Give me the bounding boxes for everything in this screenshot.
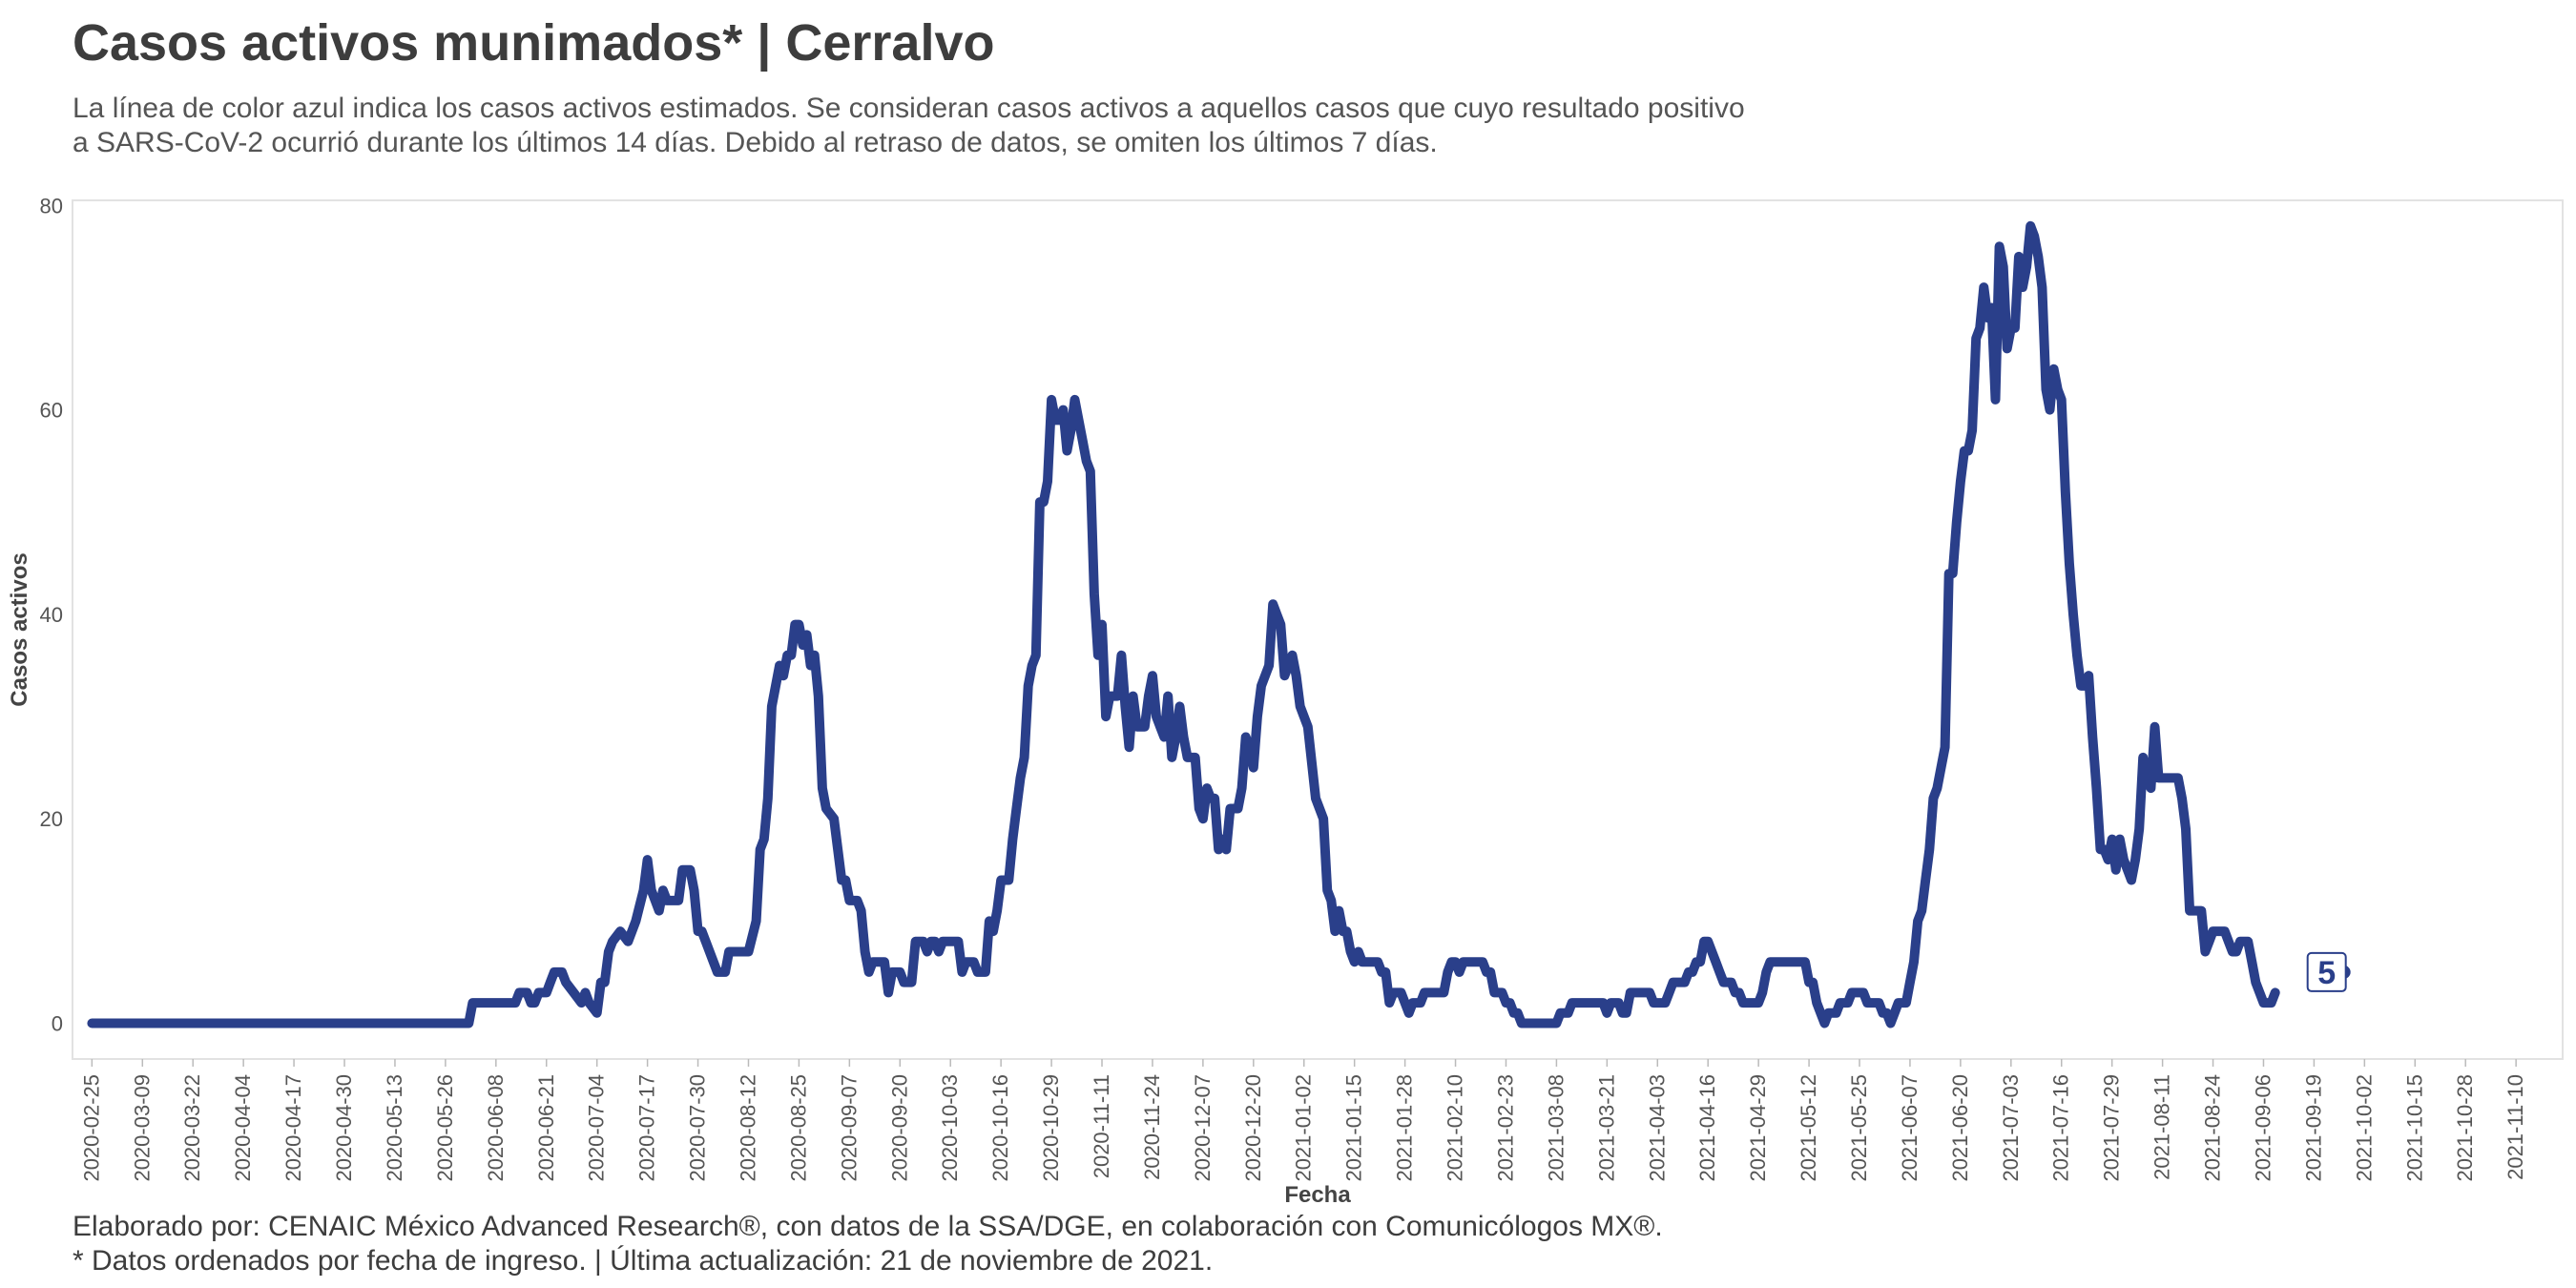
caption-line-1: Elaborado por: CENAIC México Advanced Re…	[73, 1211, 1663, 1242]
x-tick-label: 2021-06-20	[1948, 1074, 1972, 1182]
x-tick-label: 2020-04-04	[231, 1074, 255, 1182]
x-tick-label: 2021-01-02	[1292, 1074, 1316, 1182]
x-tick-label: 2021-10-15	[2402, 1074, 2426, 1182]
chart-caption: Elaborado por: CENAIC México Advanced Re…	[73, 1210, 1663, 1278]
x-tick-label: 2020-06-21	[534, 1074, 558, 1182]
x-tick-label: 2021-11-10	[2503, 1074, 2527, 1180]
x-tick-label: 2020-03-09	[130, 1074, 154, 1182]
x-tick-label: 2020-12-20	[1241, 1074, 1265, 1182]
x-tick-label: 2021-07-29	[2100, 1074, 2124, 1182]
x-tick-label: 2021-08-11	[2150, 1074, 2174, 1180]
subtitle-line-2: a SARS-CoV-2 ocurrió durante los últimos…	[73, 127, 1438, 158]
plot-frame	[72, 199, 2564, 1060]
x-tick-label: 2021-03-08	[1544, 1074, 1568, 1182]
y-tick-label: 40	[40, 603, 63, 627]
x-axis: 2020-02-25 2020-03-09 2020-03-22 2020-04-04…	[79, 1059, 2527, 1182]
x-tick-label: 2020-08-12	[736, 1074, 759, 1182]
x-tick-label: 2021-07-16	[2049, 1074, 2073, 1182]
x-tick-label: 2020-09-20	[887, 1074, 911, 1182]
x-tick-label: 2020-10-29	[1039, 1074, 1063, 1182]
caption-line-2: * Datos ordenados por fecha de ingreso. …	[73, 1245, 1214, 1277]
x-tick-label: 2020-12-07	[1191, 1074, 1215, 1182]
x-tick-label: 2021-10-28	[2453, 1074, 2477, 1182]
x-tick-label: 2021-05-25	[1847, 1074, 1871, 1182]
x-tick-label: 2020-06-08	[484, 1074, 508, 1182]
x-tick-label: 2020-07-17	[635, 1074, 659, 1182]
subtitle-line-1: La línea de color azul indica los casos …	[73, 93, 1745, 124]
x-tick-label: 2021-02-10	[1444, 1074, 1467, 1182]
last-value-label-box	[2306, 951, 2347, 992]
x-tick-label: 2021-03-21	[1594, 1074, 1618, 1182]
y-tick-label: 60	[40, 399, 63, 423]
last-value-label: 5	[2317, 955, 2336, 991]
x-tick-label: 2021-04-29	[1746, 1074, 1770, 1182]
x-tick-label: 2021-05-12	[1797, 1074, 1820, 1182]
chart-subtitle: La línea de color azul indica los casos …	[73, 92, 1885, 160]
x-axis-title: Fecha	[1284, 1182, 1351, 1208]
x-tick-label: 2020-04-30	[332, 1074, 356, 1182]
x-tick-label: 2021-04-16	[1695, 1074, 1719, 1182]
x-tick-label: 2021-09-06	[2251, 1074, 2275, 1182]
x-tick-label: 2020-02-25	[79, 1074, 103, 1182]
y-axis-title: Casos activos	[7, 552, 32, 706]
x-tick-label: 2020-07-04	[585, 1074, 609, 1182]
x-tick-label: 2020-04-17	[281, 1074, 305, 1182]
x-tick-label: 2020-09-07	[837, 1074, 861, 1182]
y-tick-label: 20	[40, 807, 63, 831]
x-tick-label: 2021-01-28	[1393, 1074, 1417, 1182]
active-cases-line	[87, 220, 2280, 1028]
y-tick-label: 80	[40, 194, 63, 218]
x-tick-label: 2021-07-03	[1999, 1074, 2023, 1182]
y-axis: 0 20 40 60 80	[40, 194, 63, 1035]
x-tick-label: 2021-08-24	[2201, 1074, 2225, 1182]
x-tick-label: 2020-05-26	[433, 1074, 457, 1182]
y-tick-label: 0	[52, 1012, 63, 1036]
x-tick-label: 2021-02-23	[1493, 1074, 1517, 1182]
x-tick-label: 2020-11-24	[1140, 1074, 1164, 1180]
x-tick-label: 2020-07-30	[686, 1074, 710, 1182]
x-tick-label: 2021-01-15	[1342, 1074, 1366, 1182]
x-tick-label: 2020-10-16	[988, 1074, 1012, 1182]
x-tick-label: 2021-04-03	[1645, 1074, 1669, 1182]
chart-title: Casos activos munimados* | Cerralvo	[73, 14, 995, 72]
x-tick-label: 2020-05-13	[383, 1074, 406, 1182]
x-tick-label: 2021-10-02	[2352, 1074, 2376, 1182]
x-tick-label: 2020-11-11	[1090, 1074, 1113, 1178]
x-tick-label: 2020-08-25	[786, 1074, 810, 1182]
x-tick-label: 2020-10-03	[938, 1074, 962, 1182]
x-tick-label: 2021-06-07	[1898, 1074, 1922, 1182]
x-tick-label: 2020-03-22	[180, 1074, 204, 1182]
x-tick-label: 2021-09-19	[2301, 1074, 2325, 1182]
